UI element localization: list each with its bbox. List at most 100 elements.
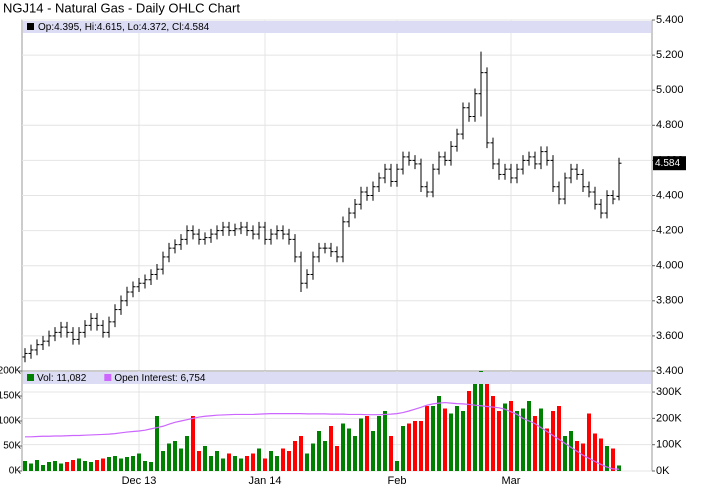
volume-bar xyxy=(521,408,525,471)
y2-tick-label: 100K xyxy=(656,439,682,451)
y-tick-label: 5.400 xyxy=(656,14,684,26)
volume-bar xyxy=(323,441,327,471)
y-tick-label: 4.800 xyxy=(656,119,684,131)
volume-bar xyxy=(269,451,273,471)
x-tick-label: Dec 13 xyxy=(122,475,157,487)
volume-bar xyxy=(461,411,465,471)
volume-bar xyxy=(485,381,489,471)
volume-bar xyxy=(581,443,585,471)
volume-bar xyxy=(317,431,321,471)
volume-bar xyxy=(389,436,393,471)
volume-bar xyxy=(113,456,117,471)
volume-bar xyxy=(119,458,123,471)
volume-bar xyxy=(605,446,609,471)
volume-bar xyxy=(353,436,357,471)
volume-bar xyxy=(563,436,567,471)
legend-marker xyxy=(104,374,112,381)
y-tick-label: 100K xyxy=(0,416,21,427)
legend-marker xyxy=(27,374,34,381)
volume-bar xyxy=(275,456,279,471)
legend-band xyxy=(23,21,651,33)
volume-bar xyxy=(443,408,447,471)
volume-bar xyxy=(281,448,285,471)
volume-bar xyxy=(575,441,579,471)
volume-bar xyxy=(383,411,387,471)
volume-bar xyxy=(239,458,243,471)
last-price-box xyxy=(653,156,686,171)
volume-bar xyxy=(83,461,87,471)
volume-bar xyxy=(557,406,561,471)
volume-bar xyxy=(455,406,459,471)
volume-bar xyxy=(251,453,255,471)
volume-bar xyxy=(401,426,405,471)
volume-bar xyxy=(125,457,129,471)
volume-bar xyxy=(173,441,177,471)
volume-bar xyxy=(293,441,297,471)
volume-bar xyxy=(203,446,207,471)
volume-bar xyxy=(263,458,267,471)
volume-bar xyxy=(107,457,111,471)
volume-bar xyxy=(611,448,615,471)
volume-bar xyxy=(473,381,477,471)
y-tick-label: 200K xyxy=(0,366,21,377)
volume-bar xyxy=(221,458,225,471)
last-price-label: 4.584 xyxy=(655,158,680,169)
x-tick-label: Feb xyxy=(388,475,407,487)
volume-bar xyxy=(41,465,45,471)
volume-bar xyxy=(377,416,381,471)
volume-bar xyxy=(341,423,345,471)
y-tick-label: 5.000 xyxy=(656,84,684,96)
volume-bar xyxy=(149,462,153,471)
volume-bar xyxy=(191,416,195,471)
volume-bar xyxy=(95,460,99,471)
volume-bar xyxy=(155,416,159,471)
y-tick-label: 3.400 xyxy=(656,365,684,377)
volume-bar xyxy=(257,448,261,471)
volume-bar xyxy=(137,453,141,471)
volume-bar xyxy=(335,446,339,471)
volume-bar xyxy=(365,416,369,471)
y-tick-label: 5.200 xyxy=(656,49,684,61)
y-tick-label: 0K xyxy=(9,466,22,477)
volume-bar xyxy=(515,411,519,471)
volume-bar xyxy=(29,463,33,471)
volume-bar xyxy=(305,453,309,471)
volume-bar xyxy=(101,458,105,471)
legend-marker xyxy=(27,23,34,30)
volume-bar xyxy=(425,406,429,471)
legend-text: Vol: 11,082 xyxy=(37,373,87,384)
volume-bar xyxy=(167,443,171,471)
volume-bar xyxy=(23,461,27,471)
y-tick-label: 3.600 xyxy=(656,330,684,342)
y-tick-label: 4.000 xyxy=(656,260,684,272)
volume-bar xyxy=(197,451,201,471)
volume-bar xyxy=(245,456,249,471)
volume-bar xyxy=(437,396,441,471)
volume-bar xyxy=(347,428,351,471)
volume-bar xyxy=(395,461,399,471)
x-tick-label: Mar xyxy=(502,475,521,487)
volume-bar xyxy=(419,421,423,471)
volume-bar xyxy=(503,403,507,471)
volume-bar xyxy=(587,413,591,471)
chart-title: NGJ14 - Natural Gas - Daily OHLC Chart xyxy=(3,0,240,15)
volume-bar xyxy=(47,462,51,471)
volume-bar xyxy=(233,456,237,471)
volume-bar xyxy=(89,462,93,471)
volume-bar xyxy=(215,451,219,471)
volume-bar xyxy=(53,461,57,471)
y2-tick-label: 0K xyxy=(656,465,670,477)
y-tick-label: 3.800 xyxy=(656,295,684,307)
volume-bar xyxy=(35,460,39,471)
volume-bar xyxy=(449,413,453,471)
volume-bar xyxy=(539,408,543,471)
volume-bar xyxy=(65,462,69,471)
legend-text: Op:4.395, Hi:4.615, Lo:4.372, Cl:4.584 xyxy=(38,22,210,33)
volume-bar xyxy=(407,423,411,471)
volume-bar xyxy=(131,456,135,471)
x-tick-label: Jan 14 xyxy=(248,475,281,487)
volume-bar xyxy=(413,421,417,471)
volume-bar xyxy=(431,406,435,471)
